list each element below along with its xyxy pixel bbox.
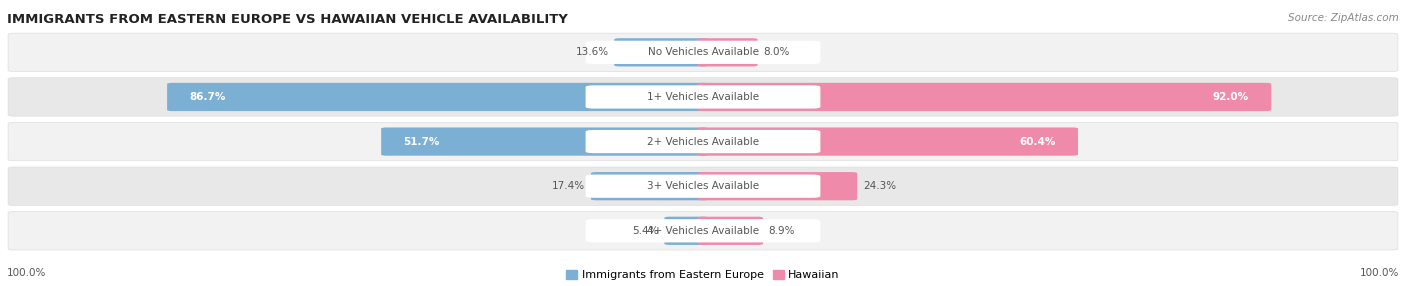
Text: Source: ZipAtlas.com: Source: ZipAtlas.com (1288, 13, 1399, 23)
FancyBboxPatch shape (8, 33, 1398, 72)
Text: IMMIGRANTS FROM EASTERN EUROPE VS HAWAIIAN VEHICLE AVAILABILITY: IMMIGRANTS FROM EASTERN EUROPE VS HAWAII… (7, 13, 568, 26)
FancyBboxPatch shape (381, 128, 709, 156)
FancyBboxPatch shape (585, 85, 821, 109)
FancyBboxPatch shape (8, 122, 1398, 161)
Text: 17.4%: 17.4% (553, 181, 585, 191)
Text: 51.7%: 51.7% (404, 137, 440, 146)
Text: 86.7%: 86.7% (190, 92, 226, 102)
Text: No Vehicles Available: No Vehicles Available (648, 47, 758, 57)
FancyBboxPatch shape (697, 38, 758, 66)
FancyBboxPatch shape (585, 174, 821, 198)
FancyBboxPatch shape (8, 212, 1398, 250)
Text: 4+ Vehicles Available: 4+ Vehicles Available (647, 226, 759, 236)
Text: 2+ Vehicles Available: 2+ Vehicles Available (647, 137, 759, 146)
Text: 13.6%: 13.6% (575, 47, 609, 57)
Text: 5.4%: 5.4% (633, 226, 659, 236)
Text: 92.0%: 92.0% (1213, 92, 1249, 102)
FancyBboxPatch shape (585, 219, 821, 243)
FancyBboxPatch shape (697, 83, 1271, 111)
FancyBboxPatch shape (697, 172, 858, 200)
FancyBboxPatch shape (665, 217, 709, 245)
FancyBboxPatch shape (585, 41, 821, 64)
FancyBboxPatch shape (614, 38, 709, 66)
Text: 8.9%: 8.9% (769, 226, 796, 236)
FancyBboxPatch shape (8, 167, 1398, 205)
Text: 24.3%: 24.3% (863, 181, 896, 191)
FancyBboxPatch shape (167, 83, 709, 111)
Text: 3+ Vehicles Available: 3+ Vehicles Available (647, 181, 759, 191)
FancyBboxPatch shape (585, 130, 821, 153)
FancyBboxPatch shape (697, 128, 1078, 156)
FancyBboxPatch shape (8, 78, 1398, 116)
FancyBboxPatch shape (591, 172, 709, 200)
FancyBboxPatch shape (697, 217, 763, 245)
Text: 8.0%: 8.0% (763, 47, 790, 57)
Text: 100.0%: 100.0% (1360, 268, 1399, 278)
Text: 100.0%: 100.0% (7, 268, 46, 278)
Legend: Immigrants from Eastern Europe, Hawaiian: Immigrants from Eastern Europe, Hawaiian (567, 270, 839, 281)
Text: 60.4%: 60.4% (1019, 137, 1056, 146)
Text: 1+ Vehicles Available: 1+ Vehicles Available (647, 92, 759, 102)
